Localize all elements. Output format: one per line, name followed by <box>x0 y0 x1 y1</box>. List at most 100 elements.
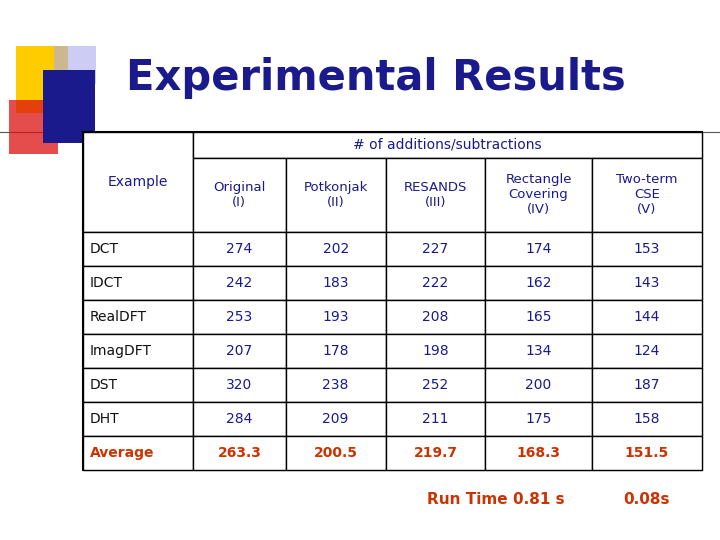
Bar <box>83 368 193 402</box>
Text: 178: 178 <box>323 344 349 358</box>
Bar <box>43 70 95 143</box>
Bar <box>385 232 485 266</box>
Text: Average: Average <box>90 446 155 460</box>
Bar <box>193 132 702 158</box>
Text: 151.5: 151.5 <box>625 446 669 460</box>
Text: 227: 227 <box>422 242 449 256</box>
Bar <box>193 334 286 368</box>
Text: Rectangle
Covering
(IV): Rectangle Covering (IV) <box>505 173 572 216</box>
Bar <box>385 368 485 402</box>
Text: Example: Example <box>108 175 168 189</box>
Bar <box>385 300 485 334</box>
Text: 124: 124 <box>634 344 660 358</box>
Bar <box>54 46 96 84</box>
Bar <box>592 300 702 334</box>
Text: 168.3: 168.3 <box>516 446 561 460</box>
Bar <box>286 300 385 334</box>
Text: 242: 242 <box>226 276 253 290</box>
Text: 198: 198 <box>422 344 449 358</box>
Bar <box>83 402 193 436</box>
Text: 219.7: 219.7 <box>413 446 457 460</box>
Bar <box>592 334 702 368</box>
Text: 174: 174 <box>526 242 552 256</box>
Bar <box>193 158 286 232</box>
Text: 200.5: 200.5 <box>314 446 358 460</box>
Bar <box>485 158 592 232</box>
Bar <box>385 266 485 300</box>
Bar <box>485 334 592 368</box>
Bar <box>485 402 592 436</box>
Bar <box>16 46 68 113</box>
Bar <box>385 402 485 436</box>
Text: 144: 144 <box>634 310 660 324</box>
Bar <box>592 158 702 232</box>
Bar <box>193 300 286 334</box>
Text: DST: DST <box>90 378 118 392</box>
Bar <box>385 334 485 368</box>
Bar <box>193 402 286 436</box>
Text: RESANDS
(III): RESANDS (III) <box>404 181 467 209</box>
Bar <box>286 266 385 300</box>
Bar <box>83 436 193 470</box>
Bar <box>83 132 702 470</box>
Text: DHT: DHT <box>90 412 120 426</box>
Text: 175: 175 <box>526 412 552 426</box>
Bar <box>485 266 592 300</box>
Text: 253: 253 <box>226 310 253 324</box>
Bar <box>286 232 385 266</box>
Bar <box>83 132 193 232</box>
Text: 284: 284 <box>226 412 253 426</box>
Text: 193: 193 <box>323 310 349 324</box>
Text: 134: 134 <box>526 344 552 358</box>
Text: 211: 211 <box>422 412 449 426</box>
Text: Two-term
CSE
(V): Two-term CSE (V) <box>616 173 678 216</box>
Text: 252: 252 <box>422 378 449 392</box>
Text: 274: 274 <box>226 242 253 256</box>
Text: 158: 158 <box>634 412 660 426</box>
Bar <box>385 158 485 232</box>
Text: 0.81 s: 0.81 s <box>513 492 564 507</box>
Text: 165: 165 <box>526 310 552 324</box>
Bar <box>9 100 58 154</box>
Bar <box>592 232 702 266</box>
Text: 222: 222 <box>422 276 449 290</box>
Bar <box>193 266 286 300</box>
Bar <box>485 232 592 266</box>
Bar <box>83 300 193 334</box>
Bar <box>286 334 385 368</box>
Text: 200: 200 <box>526 378 552 392</box>
Bar <box>286 436 385 470</box>
Bar <box>592 436 702 470</box>
Bar <box>592 368 702 402</box>
Text: DCT: DCT <box>90 242 119 256</box>
Bar <box>286 158 385 232</box>
Text: 153: 153 <box>634 242 660 256</box>
Bar <box>193 232 286 266</box>
Bar <box>485 300 592 334</box>
Text: RealDFT: RealDFT <box>90 310 147 324</box>
Bar <box>485 436 592 470</box>
Text: 0.08s: 0.08s <box>624 492 670 507</box>
Bar <box>193 368 286 402</box>
Bar <box>83 232 193 266</box>
Bar <box>592 402 702 436</box>
Text: 202: 202 <box>323 242 348 256</box>
Text: 320: 320 <box>226 378 253 392</box>
Bar <box>83 266 193 300</box>
Text: IDCT: IDCT <box>90 276 123 290</box>
Text: 187: 187 <box>634 378 660 392</box>
Text: 162: 162 <box>526 276 552 290</box>
Bar <box>286 368 385 402</box>
Text: Potkonjak
(II): Potkonjak (II) <box>303 181 368 209</box>
Bar <box>385 436 485 470</box>
Bar <box>592 266 702 300</box>
Text: # of additions/subtractions: # of additions/subtractions <box>353 138 541 152</box>
Text: 263.3: 263.3 <box>217 446 261 460</box>
Bar <box>193 436 286 470</box>
Bar <box>485 368 592 402</box>
Text: Original
(I): Original (I) <box>213 181 266 209</box>
Text: 208: 208 <box>422 310 449 324</box>
Text: Run Time: Run Time <box>427 492 508 507</box>
Text: 209: 209 <box>323 412 348 426</box>
Text: 183: 183 <box>323 276 349 290</box>
